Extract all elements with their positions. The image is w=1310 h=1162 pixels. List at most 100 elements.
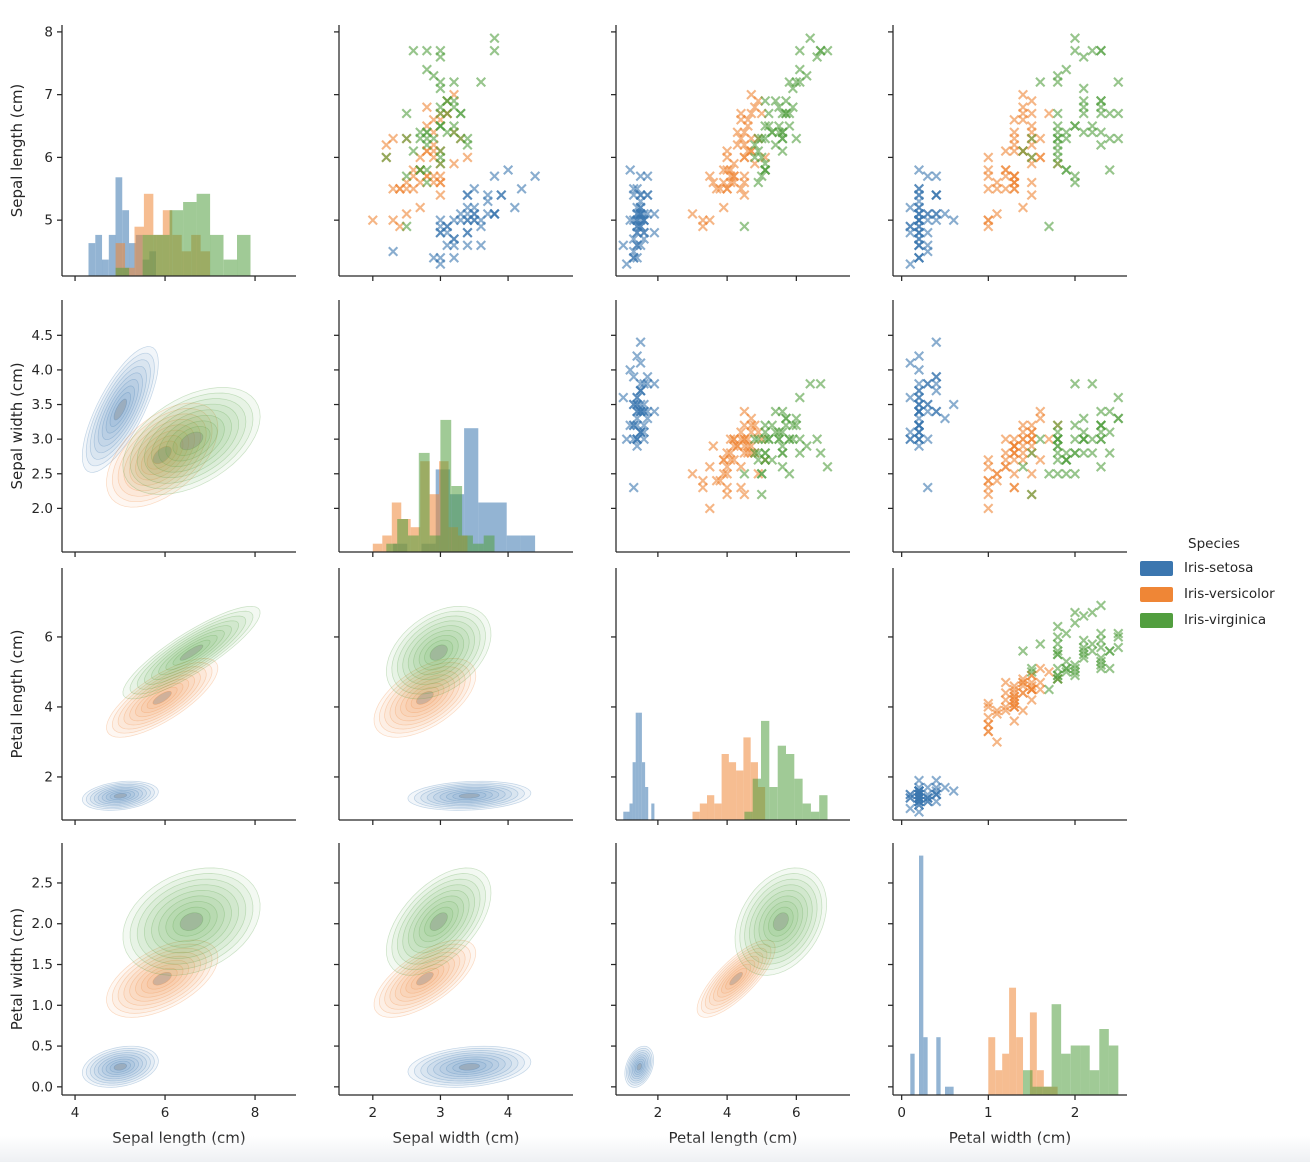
x-marker: [1095, 434, 1107, 445]
x-marker: [1078, 642, 1089, 653]
x-marker: [991, 468, 1003, 479]
x-marker: [1017, 202, 1029, 213]
x-marker: [913, 164, 925, 176]
x-marker: [421, 64, 432, 75]
panel-hist-petal_width-vs-petal_width: [910, 855, 1119, 1095]
x-marker: [632, 434, 643, 445]
kde-series-iris-setosa: [407, 1045, 532, 1088]
y-tick-label: 6: [44, 150, 53, 166]
x-marker: [628, 399, 639, 410]
y-axis-label: Petal width (cm): [8, 908, 26, 1030]
legend-swatch-iris-virginica: [1140, 612, 1173, 628]
x-marker: [632, 413, 643, 424]
x-marker: [435, 190, 446, 201]
x-marker: [913, 215, 925, 226]
x-marker: [794, 447, 805, 459]
kde-series-iris-setosa: [81, 346, 159, 473]
legend-title: Species: [1188, 536, 1240, 552]
x-marker: [913, 252, 925, 263]
x-marker: [1113, 413, 1124, 424]
x-marker: [628, 434, 639, 445]
x-marker: [1069, 468, 1081, 479]
x-marker: [739, 489, 750, 500]
x-marker: [983, 215, 994, 226]
x-marker: [756, 133, 767, 144]
x-marker: [367, 215, 378, 226]
x-marker: [739, 177, 750, 188]
x-marker: [931, 775, 942, 786]
x-marker: [732, 127, 743, 138]
x-marker: [1078, 610, 1089, 621]
x-marker: [922, 792, 933, 804]
y-tick-label: 4: [44, 699, 53, 715]
x-marker: [948, 399, 959, 410]
x-marker: [1078, 95, 1089, 106]
y-tick-label: 8: [44, 24, 53, 40]
x-marker: [905, 392, 916, 403]
x-marker: [1026, 447, 1037, 459]
x-marker: [739, 221, 750, 232]
x-marker: [739, 152, 750, 163]
x-marker: [791, 420, 802, 431]
hist-series-iris-setosa: [910, 855, 954, 1095]
x-marker: [1113, 133, 1124, 144]
x-marker: [1026, 152, 1037, 163]
scatter-series-iris-versicolor: [983, 663, 1063, 748]
kde-series-iris-virginica: [122, 387, 261, 495]
x-marker: [1078, 51, 1089, 63]
x-marker: [735, 133, 747, 144]
x-marker: [1035, 638, 1046, 650]
x-marker: [922, 378, 933, 389]
y-tick-label: 2.5: [32, 466, 53, 482]
x-marker: [931, 789, 942, 800]
y-tick-label: 7: [44, 87, 53, 103]
axes-r0c1: [334, 25, 573, 281]
x-marker: [1026, 489, 1037, 500]
x-marker: [1052, 673, 1063, 685]
kde-series-iris-virginica: [385, 867, 492, 976]
x-tick-label: 6: [792, 1105, 801, 1121]
x-marker: [1026, 663, 1037, 674]
x-marker: [632, 227, 643, 238]
axes-r3c3: [888, 843, 1127, 1100]
x-marker: [1061, 666, 1072, 677]
x-marker: [415, 202, 426, 213]
x-marker: [1026, 427, 1037, 438]
axes-r0c0: [57, 25, 296, 281]
x-marker: [1000, 461, 1011, 472]
x-marker: [1017, 146, 1029, 157]
x-marker: [735, 114, 747, 125]
x-marker: [475, 240, 487, 251]
x-marker: [718, 202, 729, 213]
y-axis-label: Petal length (cm): [8, 630, 26, 759]
x-marker: [638, 378, 650, 389]
hist-series-iris-setosa: [623, 712, 655, 820]
x-marker: [435, 227, 446, 238]
x-marker: [1061, 468, 1072, 479]
x-marker: [1017, 447, 1029, 459]
x-marker: [1052, 621, 1063, 632]
hist-series-iris-virginica: [386, 419, 495, 552]
x-marker: [805, 33, 816, 44]
x-marker: [1000, 694, 1011, 705]
x-marker: [794, 434, 805, 445]
x-marker: [1043, 434, 1055, 445]
x-marker: [1035, 663, 1046, 674]
x-marker: [913, 434, 925, 445]
scatter-series-iris-virginica: [1017, 600, 1124, 695]
x-marker: [739, 406, 750, 417]
panel-kde-sepal_width-vs-sepal_length: [81, 346, 261, 508]
y-tick-label: 1.0: [32, 998, 53, 1014]
x-marker: [763, 108, 774, 119]
scatter-series-iris-setosa: [905, 775, 959, 818]
x-marker: [1017, 677, 1029, 688]
x-marker: [1026, 120, 1037, 132]
x-tick-label: 3: [436, 1105, 445, 1121]
x-marker: [913, 792, 925, 804]
scatter-series-iris-virginica: [739, 378, 833, 500]
x-marker: [922, 399, 933, 410]
x-marker: [697, 215, 708, 226]
x-marker: [1017, 705, 1029, 716]
x-marker: [983, 698, 994, 709]
x-marker: [1095, 461, 1107, 472]
